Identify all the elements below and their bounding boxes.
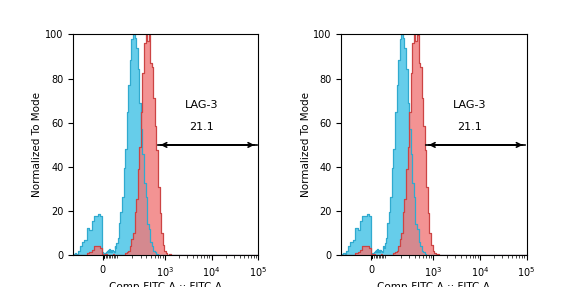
Text: LAG-3: LAG-3	[184, 100, 218, 110]
Text: 21.1: 21.1	[189, 122, 214, 132]
Text: LAG-3: LAG-3	[453, 100, 486, 110]
X-axis label: Comp-FITC-A :: FITC-A: Comp-FITC-A :: FITC-A	[377, 282, 490, 287]
X-axis label: Comp-FITC-A :: FITC-A: Comp-FITC-A :: FITC-A	[109, 282, 222, 287]
Text: 21.1: 21.1	[457, 122, 482, 132]
Y-axis label: Normalized To Mode: Normalized To Mode	[32, 92, 42, 197]
Y-axis label: Normalized To Mode: Normalized To Mode	[301, 92, 311, 197]
